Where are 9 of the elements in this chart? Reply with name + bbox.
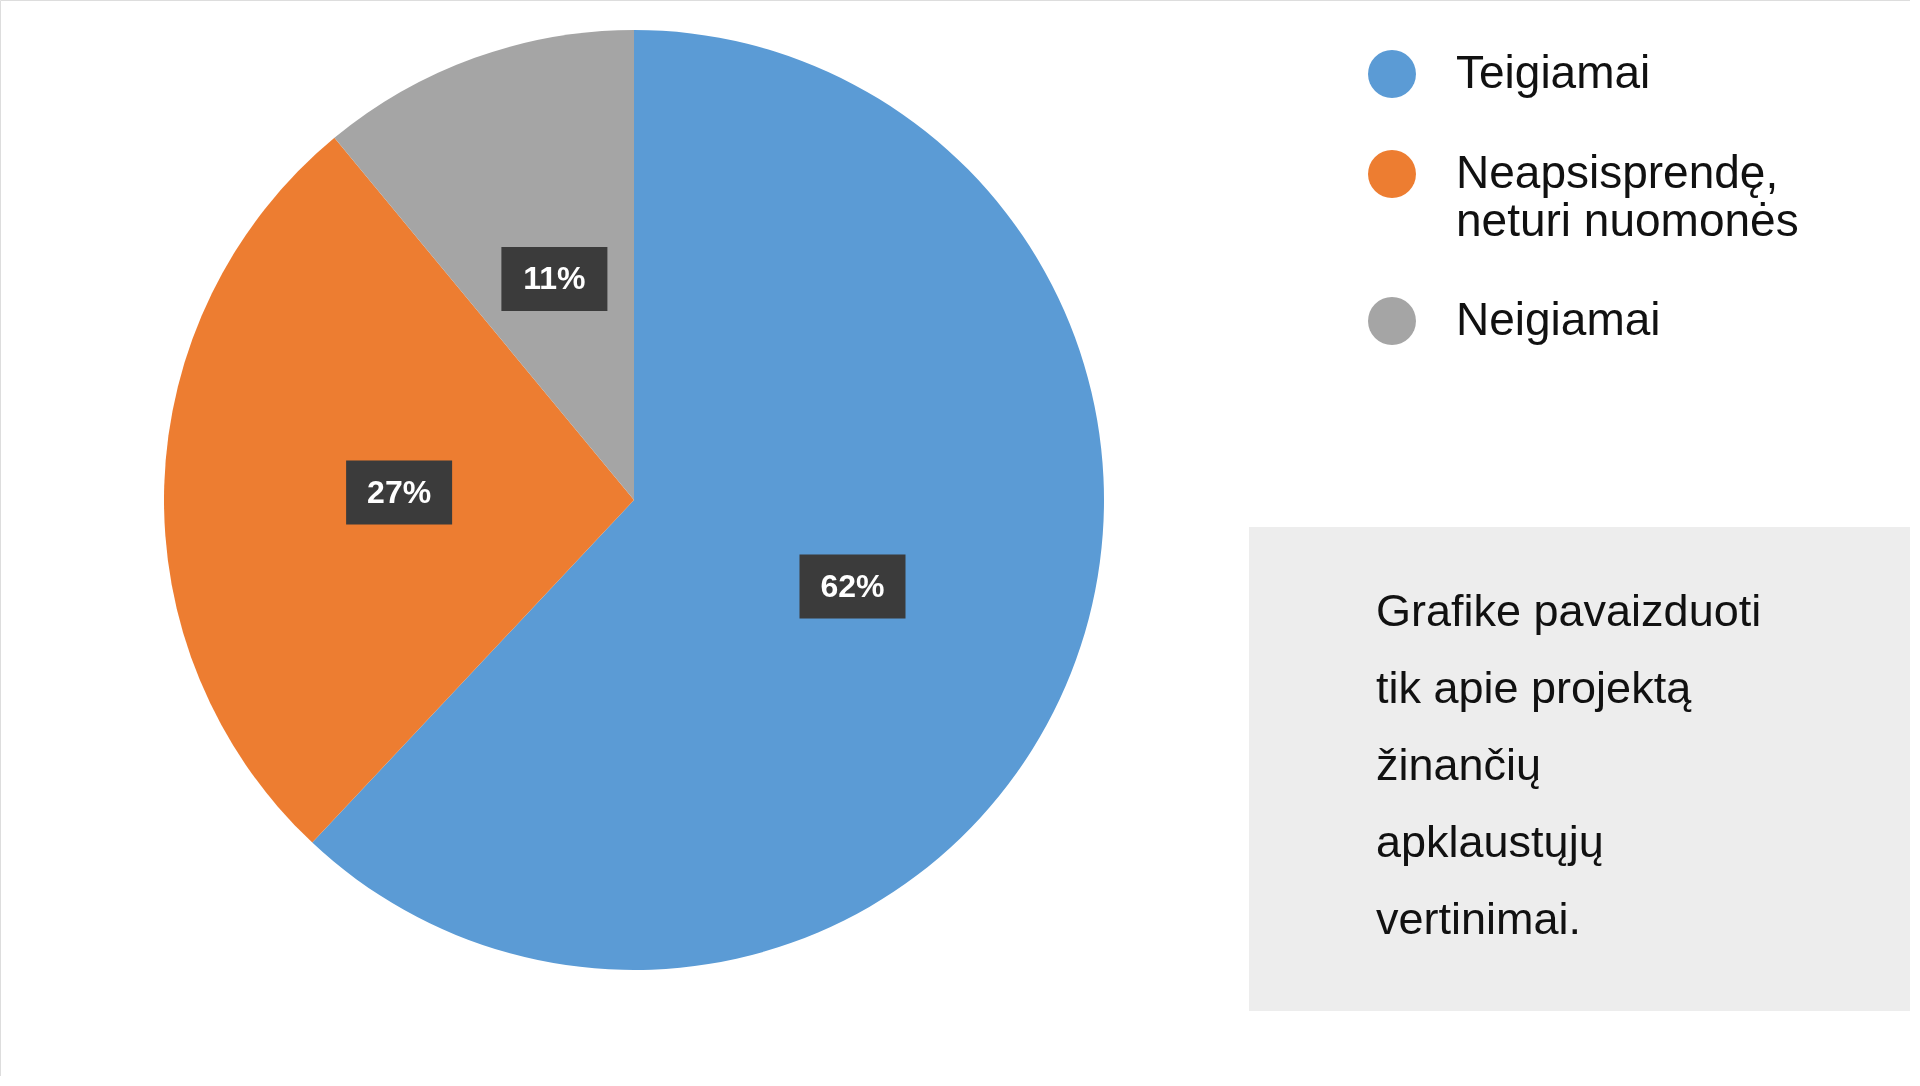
pie-slice [312, 30, 1104, 970]
text: Grafike pavaizduoti tik apie projektą žinančių apklaustųjų vertinimai. [1376, 585, 1762, 944]
legend-label: Neigiamai [1456, 293, 1661, 345]
pie-slice [164, 137, 634, 843]
data-label: 11% [523, 259, 586, 296]
legend-label: Teigiamai [1456, 46, 1651, 98]
data-label: 62% [820, 567, 885, 604]
data-label: 27% [367, 473, 432, 510]
legend-label: Neapsisprendę, neturi nuomonės [1456, 146, 1799, 246]
